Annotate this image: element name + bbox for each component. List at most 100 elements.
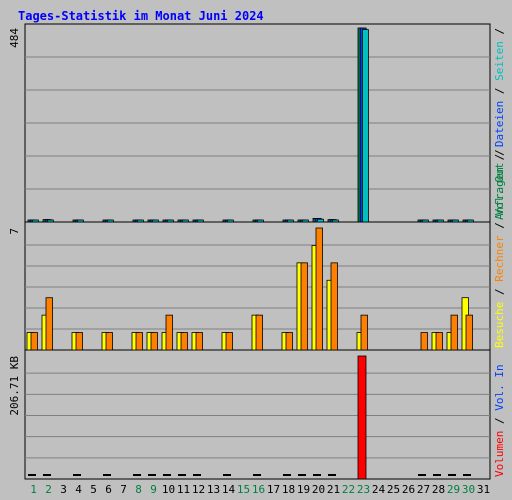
bar: [360, 314, 368, 351]
bar: [148, 474, 156, 476]
bar: [418, 474, 426, 476]
x-tick-label: 26: [402, 483, 415, 496]
legend-separator: /: [493, 149, 506, 162]
bar: [256, 219, 264, 223]
x-tick-label: 8: [135, 483, 142, 496]
bar: [77, 219, 84, 223]
x-tick-label: 14: [222, 483, 236, 496]
bar: [180, 332, 188, 351]
bar: [451, 219, 459, 223]
legend-separator: /: [493, 411, 506, 431]
bar: [331, 219, 339, 223]
legend-entry: Vol. In: [493, 364, 506, 410]
bar: [225, 332, 233, 351]
bar: [47, 219, 54, 223]
bar: [328, 474, 336, 476]
x-tick-label: 28: [432, 483, 445, 496]
bar: [195, 332, 203, 351]
legend-separator: /: [493, 28, 506, 41]
legend-separator: /: [493, 147, 506, 167]
bar: [45, 297, 53, 351]
x-tick-label: 25: [387, 483, 400, 496]
y-axis-max-label: 484: [8, 28, 21, 48]
bar: [166, 219, 174, 223]
legend-separator: /: [493, 216, 506, 236]
bar: [298, 474, 306, 476]
legend-vertical: Volumen / Vol. In: [493, 364, 506, 477]
x-tick-label: 13: [207, 483, 220, 496]
x-tick-label: 27: [417, 483, 430, 496]
x-tick-label: 17: [267, 483, 280, 496]
bar: [28, 474, 36, 476]
legend-entry: Besuche: [493, 302, 506, 348]
x-tick-label: 16: [252, 483, 265, 496]
legend-entry: Rechner: [493, 235, 506, 282]
x-tick-label: 22: [342, 483, 355, 496]
bar: [226, 219, 234, 223]
bar: [255, 314, 263, 351]
bar: [193, 474, 201, 476]
bar: [433, 474, 441, 476]
bar: [223, 474, 231, 476]
bar: [300, 262, 308, 351]
legend-vertical: Anfragen / Dateien / Seiten /: [493, 28, 506, 220]
legend-entry: Volumen: [493, 431, 506, 477]
bar: [286, 219, 294, 223]
bar: [73, 474, 81, 476]
bar: [150, 332, 158, 351]
x-tick-label: 3: [60, 483, 67, 496]
bar: [436, 219, 444, 223]
bar: [105, 332, 113, 351]
bar: [107, 219, 114, 223]
x-tick-label: 1: [30, 483, 37, 496]
legend-entry: Vol. Out: [493, 163, 506, 216]
y-axis-max-label: 206.71 KB: [8, 356, 21, 416]
bar: [75, 332, 83, 351]
bar: [103, 474, 111, 476]
x-tick-label: 12: [192, 483, 205, 496]
chart-title: Tages-Statistik im Monat Juni 2024: [18, 9, 264, 23]
x-tick-label: 24: [372, 483, 386, 496]
bar: [30, 332, 38, 351]
plot-border: [24, 23, 491, 480]
legend-separator: /: [493, 81, 506, 101]
legend-entry: Anfragen: [493, 167, 506, 220]
bar: [196, 219, 204, 223]
y-axis-max-label: 7: [8, 228, 21, 235]
x-tick-label: 19: [297, 483, 310, 496]
x-tick-label: 18: [282, 483, 295, 496]
bar: [301, 219, 309, 223]
bar: [361, 29, 369, 223]
bar: [448, 474, 456, 476]
bar: [178, 474, 186, 476]
bar: [165, 314, 173, 351]
bar: [133, 474, 141, 476]
legend-separator: /: [493, 282, 506, 302]
bar: [163, 474, 171, 476]
x-tick-label: 10: [162, 483, 175, 496]
x-tick-label: 2: [45, 483, 52, 496]
bar: [313, 474, 321, 476]
x-tick-label: 5: [90, 483, 97, 496]
x-tick-label: 4: [75, 483, 82, 496]
x-tick-label: 23: [357, 483, 370, 496]
bar: [463, 474, 471, 476]
x-tick-label: 11: [177, 483, 190, 496]
x-tick-label: 15: [237, 483, 250, 496]
x-tick-label: 7: [120, 483, 127, 496]
bar: [285, 332, 293, 351]
legend-vertical: Besuche / Rechner / Vol. Out /: [493, 149, 506, 348]
bar: [283, 474, 291, 476]
bar: [135, 332, 143, 351]
legend-entry: Dateien: [493, 101, 506, 147]
bar: [466, 219, 474, 223]
bar: [421, 219, 429, 223]
bar: [136, 219, 144, 223]
bar: [316, 218, 324, 223]
bar: [43, 474, 51, 476]
bar: [181, 219, 189, 223]
bar: [32, 219, 39, 223]
bar: [420, 332, 428, 351]
